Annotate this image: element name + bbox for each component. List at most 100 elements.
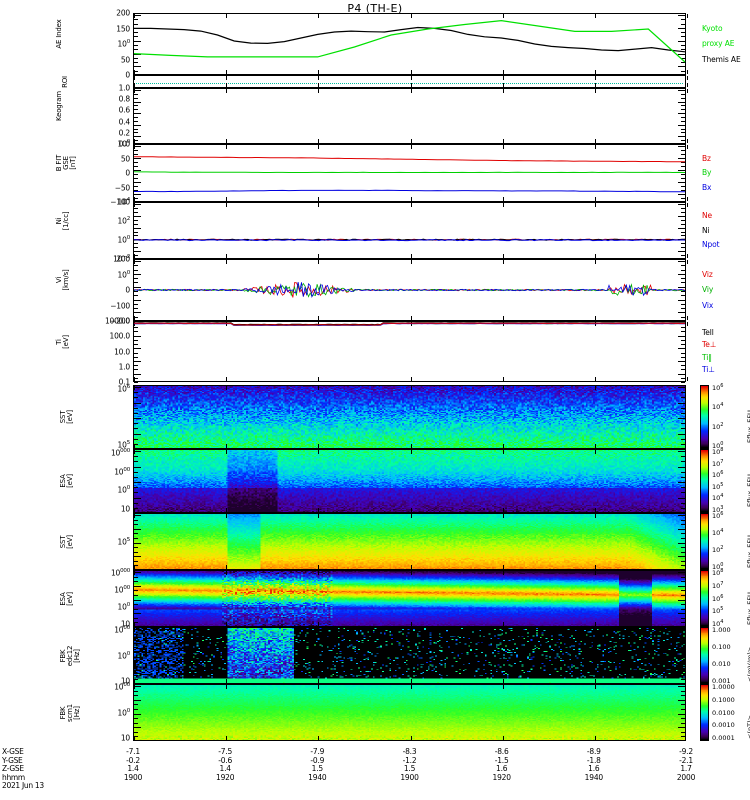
legend-ae-1: proxy AE — [702, 39, 735, 48]
ylabel-esa_e: ESA [eV] — [59, 474, 74, 488]
panel-bfit — [133, 144, 688, 203]
axis-value-x-gse-6: -9.2 — [679, 747, 693, 756]
legend-ti-0: Tell — [702, 328, 714, 338]
colorbar-esa_i — [700, 570, 709, 627]
colorbar-label-esa_e-0: 103 — [712, 504, 724, 514]
axis-key-y-gse: Y-GSE — [2, 755, 23, 765]
colorbar-canvas-esa_e — [701, 450, 708, 512]
line-npot — [133, 239, 686, 242]
line-ni — [133, 238, 685, 241]
colorbar-fbk_edc12 — [700, 627, 709, 684]
panel-ni — [133, 202, 688, 260]
series-layer — [133, 19, 686, 63]
ytick-fbk_edc12-0: 10 — [120, 676, 130, 686]
axis-value-x-gse-2: -7.9 — [310, 747, 325, 756]
ytick-ni-1: 100 — [117, 235, 131, 245]
ytick-esa_e-3: 10000 — [110, 447, 130, 458]
ytick-keogram-1: 0.2 — [118, 128, 131, 138]
spectrogram-esa_e — [133, 449, 686, 513]
ytick-fbk_edc12-1: 100 — [117, 650, 131, 660]
panel-roi — [133, 75, 688, 88]
ytick-esa_e-2: 1000 — [114, 466, 130, 477]
panel-ti — [133, 321, 688, 383]
colorbar-title-sst_i: Eflux, EFU — [746, 534, 750, 568]
axis-value-x-gse-4: -8.6 — [494, 747, 509, 756]
colorbar-sst_e — [700, 385, 709, 449]
axis-value-y-gse-3: -1.2 — [402, 755, 417, 765]
colorbar-label-fbk_edc12-1: 0.010 — [712, 660, 731, 668]
ytick-sst_e-0: 105 — [117, 440, 131, 450]
axis-value-z-gse-1: 1.4 — [219, 764, 231, 773]
colorbar-label-fbk_scm1-3: 0.1000 — [712, 695, 735, 704]
colorbar-label-fbk_scm1-4: 1.0000 — [712, 683, 735, 691]
line-by — [133, 171, 686, 174]
colorbar-title-fbk_edc12: <(mV/m)> — [746, 646, 750, 682]
legend-ti-2: Ti‖ — [702, 352, 712, 362]
colorbar-sst_i — [700, 513, 709, 570]
ytick-esa_i-3: 10000 — [110, 568, 130, 578]
legend-ti-3: Ti⊥ — [702, 364, 715, 374]
ytick-keogram-2: 0.4 — [118, 117, 131, 127]
ytick-vi-3: 100 — [117, 269, 131, 279]
axis-value-y-gse-2: -0.9 — [310, 755, 325, 765]
colorbar-title-sst_e: Eflux, EFU — [746, 410, 750, 443]
ytick-fbk_scm1-2: 1000 — [114, 682, 130, 692]
axis-value-z-gse-3: 1.5 — [403, 764, 416, 773]
ytick-vi-2: 0 — [125, 285, 130, 295]
ytick-ni-3: 104 — [117, 197, 131, 207]
axis-value-hhmm-6: 2000 — [676, 772, 696, 782]
colorbar-label-esa_i-1: 105 — [712, 606, 724, 616]
colorbar-label-fbk_edc12-0: 0.001 — [712, 677, 731, 685]
ytick-esa_i-0: 10 — [120, 619, 130, 629]
spectrogram-canvas-sst_i — [134, 514, 685, 569]
spectrogram-canvas-esa_e — [134, 450, 685, 512]
line-te-perp — [133, 322, 686, 326]
colorbar-label-sst_e-0: 100 — [712, 440, 724, 450]
spectrogram-canvas-fbk_scm1 — [134, 685, 685, 740]
ytick-ti-3: 100.0 — [109, 331, 131, 341]
spectrogram-canvas-sst_e — [134, 386, 685, 448]
spectrogram-canvas-esa_i — [134, 571, 685, 626]
axis-key-z-gse: Z-GSE — [2, 764, 24, 773]
colorbar-label-esa_e-1: 104 — [712, 493, 724, 503]
ylabel-fbk_scm1: FBK scm1 [Hz] — [59, 703, 81, 722]
legend-ni-0: Ne — [702, 211, 713, 221]
ytick-bfit-3: 50 — [120, 154, 130, 163]
ytick-esa_i-1: 100 — [117, 601, 131, 612]
ylabel-sst_e: SST [eV] — [59, 410, 74, 424]
ytick-ae-4: 200 — [116, 8, 130, 18]
legend-bfit-0: Bz — [702, 153, 711, 163]
axis-value-hhmm-1: 1920 — [216, 772, 235, 782]
legend-vi-2: Vix — [702, 300, 714, 310]
ytick-ae-3: 150 — [116, 24, 130, 33]
colorbar-label-esa_i-4: 108 — [712, 567, 724, 577]
ylabel-vi: Vi [km/s] — [55, 269, 70, 291]
axis-value-z-gse-6: 1.7 — [680, 764, 692, 773]
ytick-sst_i-0: 105 — [117, 536, 131, 546]
ytick-ti-2: 10.0 — [114, 347, 130, 356]
colorbar-label-esa_i-2: 106 — [712, 593, 724, 603]
line-bx — [134, 189, 686, 193]
series-layer — [133, 282, 686, 298]
line-bz — [134, 156, 685, 163]
colorbar-canvas-fbk_scm1 — [701, 685, 708, 740]
axis-value-hhmm-2: 1940 — [308, 772, 327, 782]
ytick-vi-1: −100 — [110, 301, 130, 310]
ytick-ti-4: 1000.0 — [104, 316, 130, 326]
line-kyoto-proxy-ae — [133, 19, 686, 63]
axis-value-z-gse-5: 1.6 — [588, 764, 600, 773]
ytick-vi-4: 200 — [116, 254, 130, 264]
colorbar-label-fbk_edc12-2: 0.100 — [712, 643, 731, 651]
ytick-bfit-1: −50 — [114, 183, 130, 192]
ytick-esa_e-0: 10 — [120, 504, 130, 514]
colorbar-label-sst_i-1: 102 — [712, 544, 724, 554]
legend-ae-2: Themis AE — [702, 54, 741, 64]
ytick-bfit-4: 100 — [117, 139, 131, 149]
axis-value-x-gse-5: -8.9 — [586, 747, 601, 756]
ytick-ti-0: 0.1 — [118, 377, 131, 387]
ytick-keogram-4: 0.8 — [118, 94, 131, 104]
axis-value-x-gse-3: -8.3 — [402, 747, 417, 756]
roi-dotted-line — [136, 83, 683, 84]
ytick-vi-0: −200 — [110, 316, 130, 326]
series-layer — [133, 156, 686, 193]
